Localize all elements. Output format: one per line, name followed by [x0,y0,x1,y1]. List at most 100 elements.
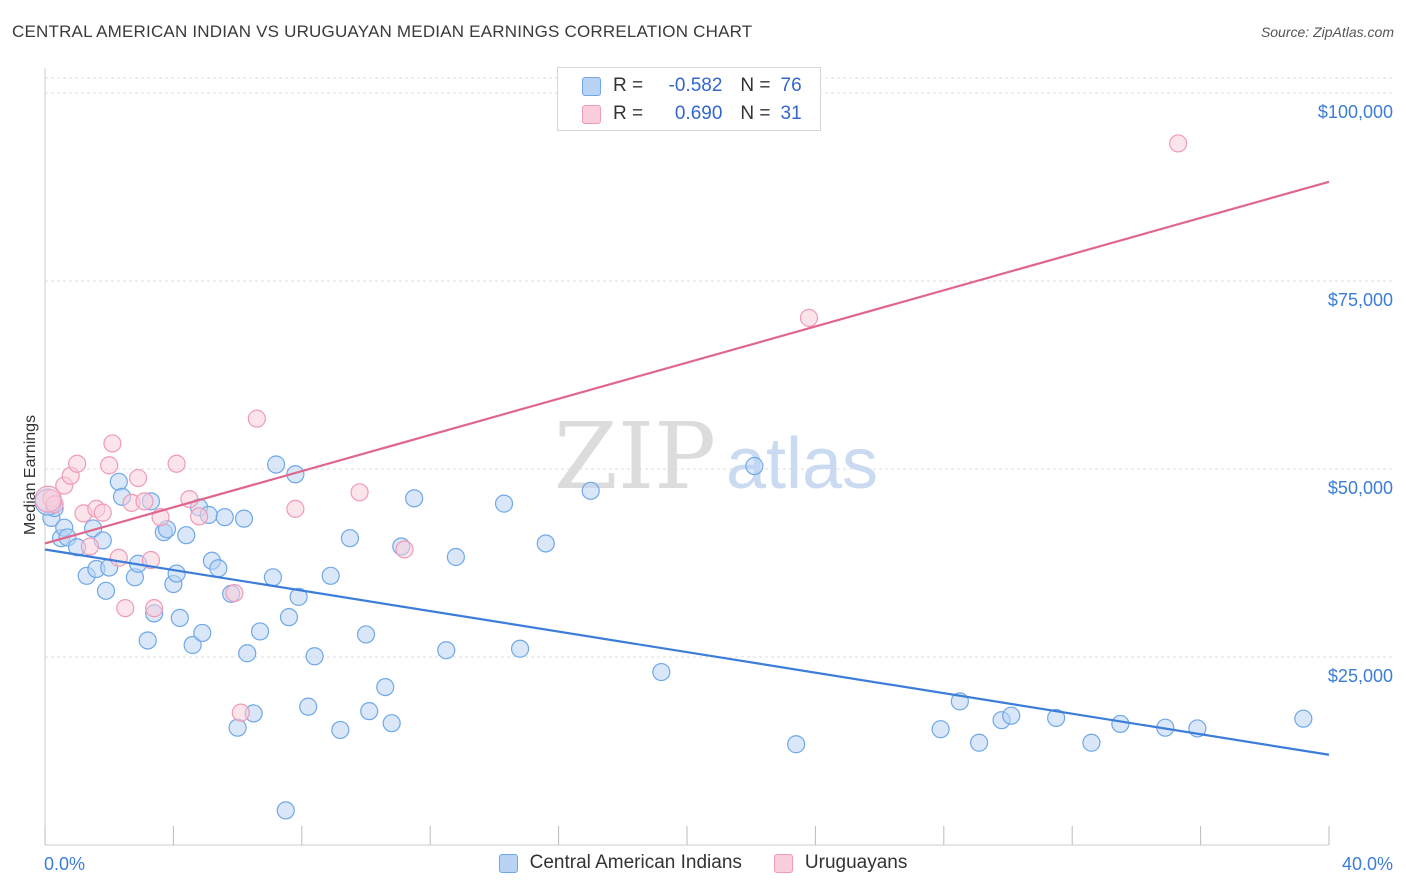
point-central-american [931,720,950,739]
point-uruguayan [93,503,112,522]
point-central-american [289,587,308,606]
point-uruguayan [395,540,414,559]
point-central-american [405,489,424,508]
point-central-american [382,714,401,733]
point-central-american [1002,706,1021,725]
legend-swatch-pink [773,853,793,873]
point-central-american [360,702,379,721]
point-central-american [250,622,270,641]
watermark-zip: ZIP [554,403,716,510]
point-uruguayan [67,454,87,473]
y-tick-label: $100,000 [1318,102,1393,122]
point-uruguayan [109,548,128,567]
point-central-american [183,635,202,655]
point-central-american [234,509,254,528]
point-central-american [321,566,340,585]
point-uruguayan [128,468,148,488]
point-central-american [96,581,116,600]
trend-line-central-american [44,548,1330,756]
chart-title: CENTRAL AMERICAN INDIAN VS URUGUAYAN MED… [12,22,753,41]
r-value: -0.582 [668,75,723,96]
stats-swatch-pink [582,104,601,124]
point-central-american [510,639,530,658]
point-uruguayan [135,492,154,511]
point-central-american [494,494,514,513]
point-uruguayan [231,703,250,722]
n-value: 31 [780,103,802,124]
point-central-american [177,526,196,545]
legend-item-central-american[interactable]: Central American Indians [498,852,742,874]
point-central-american [238,644,257,663]
y-tick-label: $50,000 [1328,478,1393,498]
point-central-american [138,631,157,650]
point-uruguayan [286,499,305,518]
point-central-american [170,608,189,628]
point-uruguayan [350,483,369,502]
x-tick-label: 0.0% [44,854,85,874]
legend-label: Central American Indians [529,852,742,873]
n-value: 76 [780,75,802,96]
point-uruguayan [799,308,819,327]
trend-line-uruguayan [44,180,1330,545]
point-central-american [267,455,286,474]
point-uruguayan [116,599,135,618]
point-central-american [437,641,456,660]
point-central-american [209,559,228,578]
point-central-american [356,625,376,644]
legend-swatch-blue [498,853,518,873]
point-uruguayan [189,507,209,526]
x-tick-label: 40.0% [1342,854,1393,874]
point-central-american [581,481,600,500]
point-uruguayan [167,454,186,473]
point-central-american [263,568,283,587]
point-central-american [446,547,465,567]
data-points [34,134,1313,820]
point-central-american [276,801,295,820]
trend-lines [44,180,1330,756]
point-central-american [652,662,671,682]
y-tick-label: $25,000 [1328,666,1393,686]
r-label: R = [613,75,644,96]
point-central-american [787,735,806,754]
point-central-american [228,718,247,737]
y-tick-label: $75,000 [1328,290,1393,310]
r-value: 0.690 [674,103,723,124]
point-central-american [340,529,360,548]
point-uruguayan [1169,134,1188,153]
point-uruguayan [141,550,161,570]
point-central-american [215,508,234,527]
point-central-american [536,534,555,553]
legend-label: Uruguayans [804,852,908,873]
point-uruguayan [145,599,164,618]
watermark: ZIP atlas [554,403,878,510]
stats-row-uruguayan: R = 0.690 N = 31 [558,99,820,129]
n-label: N = [740,75,771,96]
point-uruguayan [34,485,62,513]
point-central-american [1082,733,1101,752]
point-central-american [970,733,989,752]
point-central-american [279,608,299,627]
stats-box: R = -0.582 N = 76 R = 0.690 N = 31 [557,67,821,131]
chart-legend: Central American Indians Uruguayans [0,852,1406,874]
point-central-american [331,720,350,740]
point-central-american [1294,709,1313,728]
legend-item-uruguayans[interactable]: Uruguayans [773,852,908,874]
point-central-american [1111,714,1130,734]
point-central-american [1047,708,1066,728]
axes [44,68,1330,846]
tick-labels: $25,000 $50,000 $75,000 $100,000 0.0% 40.0% [44,102,1393,874]
stats-swatch-blue [582,76,601,96]
point-central-american [376,677,395,697]
stats-row-central-american: R = -0.582 N = 76 [558,71,820,101]
point-central-american [193,623,212,643]
point-central-american [109,472,128,491]
point-uruguayan [100,456,119,475]
r-label: R = [613,103,644,124]
n-label: N = [740,103,771,124]
point-central-american [299,697,318,716]
point-uruguayan [80,537,100,556]
point-central-american [305,647,324,666]
grid-lines [45,77,1393,658]
source-label: Source: ZipAtlas.com [1260,24,1394,40]
